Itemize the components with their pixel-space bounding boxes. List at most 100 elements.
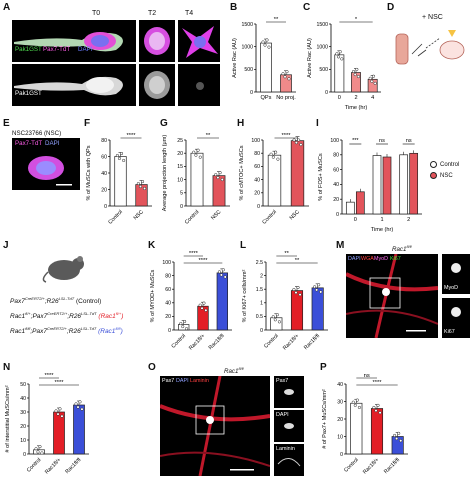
cell-t4-gray-drawing xyxy=(196,82,204,90)
chart-l-point-1-0 xyxy=(292,287,296,292)
chart-l-point-1-3 xyxy=(298,293,302,297)
chart-k-point-1-2 xyxy=(202,301,206,305)
chart-n-xtick-label-1: Rac1fl/+ xyxy=(44,457,62,475)
chart-h-point-0-3 xyxy=(276,157,280,161)
inset-o-dapi-drawing xyxy=(284,423,294,429)
stain-a-pak1gst-gray: Pak1GST xyxy=(15,90,42,97)
mouse-icon xyxy=(42,256,84,283)
chart-l-ytick-label-0: 0 xyxy=(260,328,263,334)
chart-k-point-2-2 xyxy=(221,268,225,272)
chart-b-point-1-2 xyxy=(285,70,289,74)
chart-h-point-0-0 xyxy=(269,152,273,156)
chart-p-point-2-2 xyxy=(397,431,401,435)
chart-c-point-1-3 xyxy=(356,75,361,79)
micrograph-a-t4-gray xyxy=(178,64,220,106)
chart-p-point-0-2 xyxy=(355,398,359,402)
chart-l-sig-label-0: ** xyxy=(284,251,289,257)
chart-g-sig-label-0: ** xyxy=(206,133,211,139)
chart-p-sig-label-1: **** xyxy=(372,380,382,386)
chart-f-xtick-label-1: NSC xyxy=(133,209,145,221)
chart-b-point-0-1 xyxy=(263,43,267,47)
chart-i-ytick-label-5: 100 xyxy=(330,138,339,144)
micrograph-m xyxy=(346,254,438,338)
chart-p-ytick-label-1: 10 xyxy=(337,434,343,440)
chart-n-ytick-label-1: 10 xyxy=(20,438,26,444)
chart-n-ylabel: # of interstitial MuSCs/mm² xyxy=(5,385,11,452)
chart-i: % of FOS+ MuSCs 0 20 40 60 80 100 0 1 2 Time (hr) *… xyxy=(318,138,422,233)
chart-n-point-1-0 xyxy=(54,409,58,413)
chart-k-point-0-1 xyxy=(181,325,185,329)
chart-k-xtick-label-2: Rac1fl/fl xyxy=(208,333,226,351)
chart-i-xlabel: Time (hr) xyxy=(371,227,394,233)
chart-l-bar-1 xyxy=(290,290,304,331)
inset-m-ki67-drawing xyxy=(451,307,461,317)
chart-c-point-0-3 xyxy=(340,57,344,61)
chart-l-point-2-2 xyxy=(317,283,321,287)
chart-b-ylabel: Active Rac (AU) xyxy=(232,38,238,78)
stain-o-pax7: Pax7 xyxy=(162,378,175,384)
chart-h-bar-0 xyxy=(267,154,282,207)
micrograph-a-t0-merge xyxy=(12,20,136,62)
chart-g-ytick-label-5: 25 xyxy=(177,138,183,144)
chart-n-point-0-3 xyxy=(40,451,44,455)
legend-i-label-nsc: NSC xyxy=(440,173,453,179)
chart-c-sig-label-0: * xyxy=(355,17,358,23)
chart-n-point-2-2 xyxy=(78,400,82,404)
chart-k-ytick-label-5: 100 xyxy=(162,260,171,266)
chart-f-bar-1 xyxy=(135,184,148,207)
panel-letter-B: B xyxy=(230,2,238,13)
chart-n-ytick-label-5: 50 xyxy=(20,382,26,388)
chart-b-point-1-0 xyxy=(281,72,285,76)
chart-f-ytick-label-4: 80 xyxy=(101,138,107,144)
chart-l-bar-0 xyxy=(270,317,283,331)
chart-g-ylabel: Average projection length (μm) xyxy=(162,135,168,212)
chart-c-ylabel: Active Rac (AU) xyxy=(307,38,313,78)
chart-h-point-0-1 xyxy=(271,155,275,159)
chart-i-ytick-label-3: 60 xyxy=(333,167,339,173)
inset-o-pax7 xyxy=(274,376,304,408)
chart-b-point-0-2 xyxy=(265,38,269,42)
chart-c-point-1-1 xyxy=(353,72,357,77)
label-t4: T4 xyxy=(185,10,194,17)
chart-n-bar-1 xyxy=(53,411,65,455)
chart-c-ytick-label-2: 1000 xyxy=(316,44,328,50)
panel-letter-L: L xyxy=(240,240,247,251)
chart-b-xtick-label-0: QPs xyxy=(261,95,272,101)
micrograph-e xyxy=(12,138,80,190)
chart-g-point-0-2 xyxy=(196,148,200,152)
chart-c-point-2-2 xyxy=(371,74,376,78)
inset-m-myod-label: MyoD xyxy=(444,285,459,291)
chart-h-ytick-label-3: 60 xyxy=(254,164,260,170)
chart-c-ytick-label-0: 0 xyxy=(325,90,328,96)
chart-h-ytick-label-0: 0 xyxy=(257,204,260,210)
chart-f-sig-label-0: **** xyxy=(126,133,136,139)
chart-h-xtick-label-0: Control xyxy=(261,209,278,226)
chart-b-point-1-3 xyxy=(287,77,291,81)
inset-o-dapi-label: DAPI xyxy=(276,412,289,418)
chart-h: % of cMTOC+ MuSCs 0 20 40 60 80 100 Control NSC *… xyxy=(239,133,309,226)
chart-h-point-1-1 xyxy=(294,141,298,145)
chart-n-point-2-3 xyxy=(80,407,84,411)
scissors-icon xyxy=(411,43,427,57)
chart-k-point-0-0 xyxy=(179,321,183,326)
chart-g-ytick-label-0: 0 xyxy=(180,204,183,210)
cell-e-drawing xyxy=(28,156,72,186)
chart-k-ylabel: % of MYOD+ MuSCs xyxy=(150,269,156,322)
chart-i-ytick-label-1: 20 xyxy=(333,197,339,203)
chart-h-ytick-label-2: 40 xyxy=(254,177,260,183)
tissue-m-drawing xyxy=(346,254,438,338)
chart-g-point-1-2 xyxy=(218,171,222,175)
stain-m-wga: WGA xyxy=(361,256,374,262)
inset-m-ki67 xyxy=(442,298,470,338)
chart-p-bar-0 xyxy=(350,402,363,455)
chart-i-sig-label-0: *** xyxy=(352,138,359,144)
chart-l-point-0-0 xyxy=(271,315,275,319)
inset-o-laminin-label: Laminin xyxy=(276,446,295,452)
panel-letter-P: P xyxy=(320,362,327,373)
inset-m-myod xyxy=(442,254,470,294)
legend-i: Control NSC xyxy=(430,160,459,182)
chart-l-point-1-1 xyxy=(294,291,298,295)
chart-l-point-2-1 xyxy=(315,288,319,292)
